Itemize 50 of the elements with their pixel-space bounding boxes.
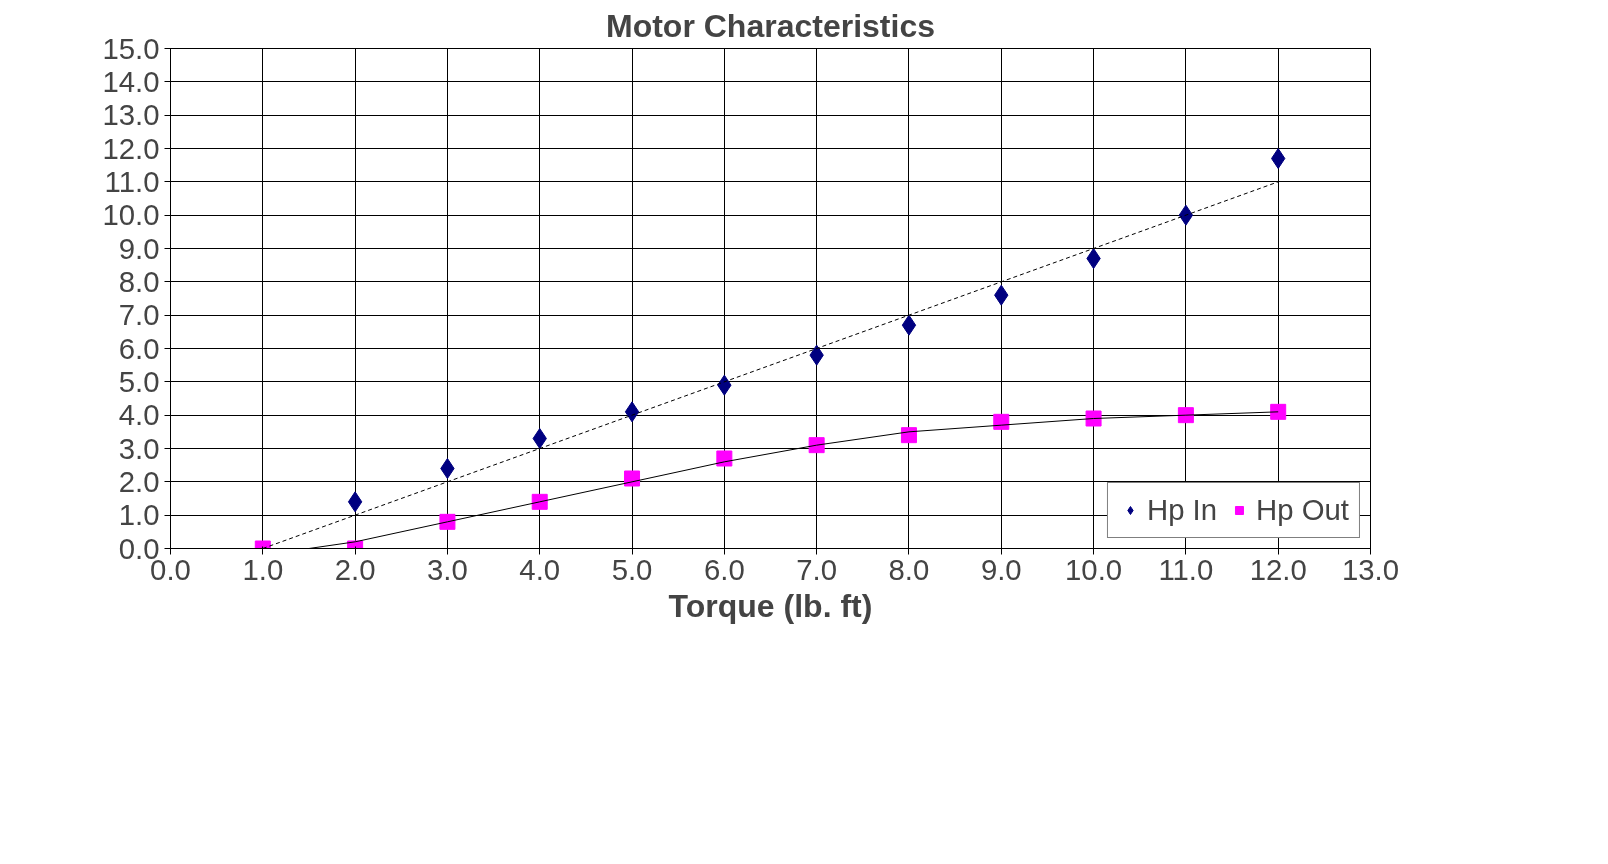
x-tick-label: 12.0 [1249, 552, 1307, 586]
y-tick-label: 9.0 [118, 231, 160, 265]
y-tick-label: 10.0 [102, 198, 160, 232]
x-tick-label: 8.0 [888, 552, 930, 586]
legend-label: Hp Out [1256, 493, 1349, 527]
chart-title: Motor Characteristics [606, 7, 935, 44]
point [531, 493, 548, 510]
point [808, 437, 825, 454]
x-tick-label: 10.0 [1065, 552, 1123, 586]
y-tick-label: 4.0 [118, 398, 160, 432]
point [532, 428, 547, 449]
y-tick-label: 2.0 [118, 464, 160, 498]
point [1086, 248, 1101, 269]
y-tick-label: 11.0 [104, 164, 160, 198]
point [993, 413, 1010, 430]
point [901, 314, 917, 336]
point [716, 450, 733, 467]
point [440, 458, 455, 479]
x-tick-label: 11.0 [1158, 552, 1214, 586]
y-tick-label: 13.0 [102, 98, 160, 132]
y-tick-label: 14.0 [102, 64, 160, 98]
point [1270, 403, 1287, 420]
y-tick-label: 6.0 [118, 331, 160, 365]
point [1178, 204, 1194, 226]
x-tick-label: 6.0 [703, 552, 745, 586]
x-axis-title: Torque (lb. ft) [668, 587, 873, 624]
y-tick-label: 5.0 [118, 364, 160, 398]
x-tick-label: 5.0 [611, 552, 653, 586]
x-tick-label: 2.0 [334, 552, 376, 586]
x-tick-label: 3.0 [427, 552, 468, 586]
point [1177, 407, 1194, 424]
x-tick-label: 9.0 [980, 552, 1022, 586]
x-tick-label: 7.0 [796, 552, 838, 586]
y-tick-label: 3.0 [118, 431, 160, 465]
point [1271, 148, 1286, 169]
point [439, 513, 456, 530]
x-tick-label: 1.0 [242, 552, 284, 586]
point [900, 427, 917, 444]
y-tick-label: 7.0 [118, 298, 160, 332]
point [1085, 410, 1102, 427]
x-tick-label: 4.0 [519, 552, 561, 586]
x-tick-label: 13.0 [1341, 552, 1400, 586]
y-tick-label: 1.0 [118, 498, 160, 532]
legend-label: Hp In [1146, 493, 1218, 527]
point [624, 470, 641, 487]
point [347, 491, 363, 513]
y-tick-label: 8.0 [118, 264, 160, 298]
y-tick-label: 12.0 [102, 131, 160, 165]
point [624, 401, 640, 423]
y-tick-label: 15.0 [102, 31, 160, 65]
